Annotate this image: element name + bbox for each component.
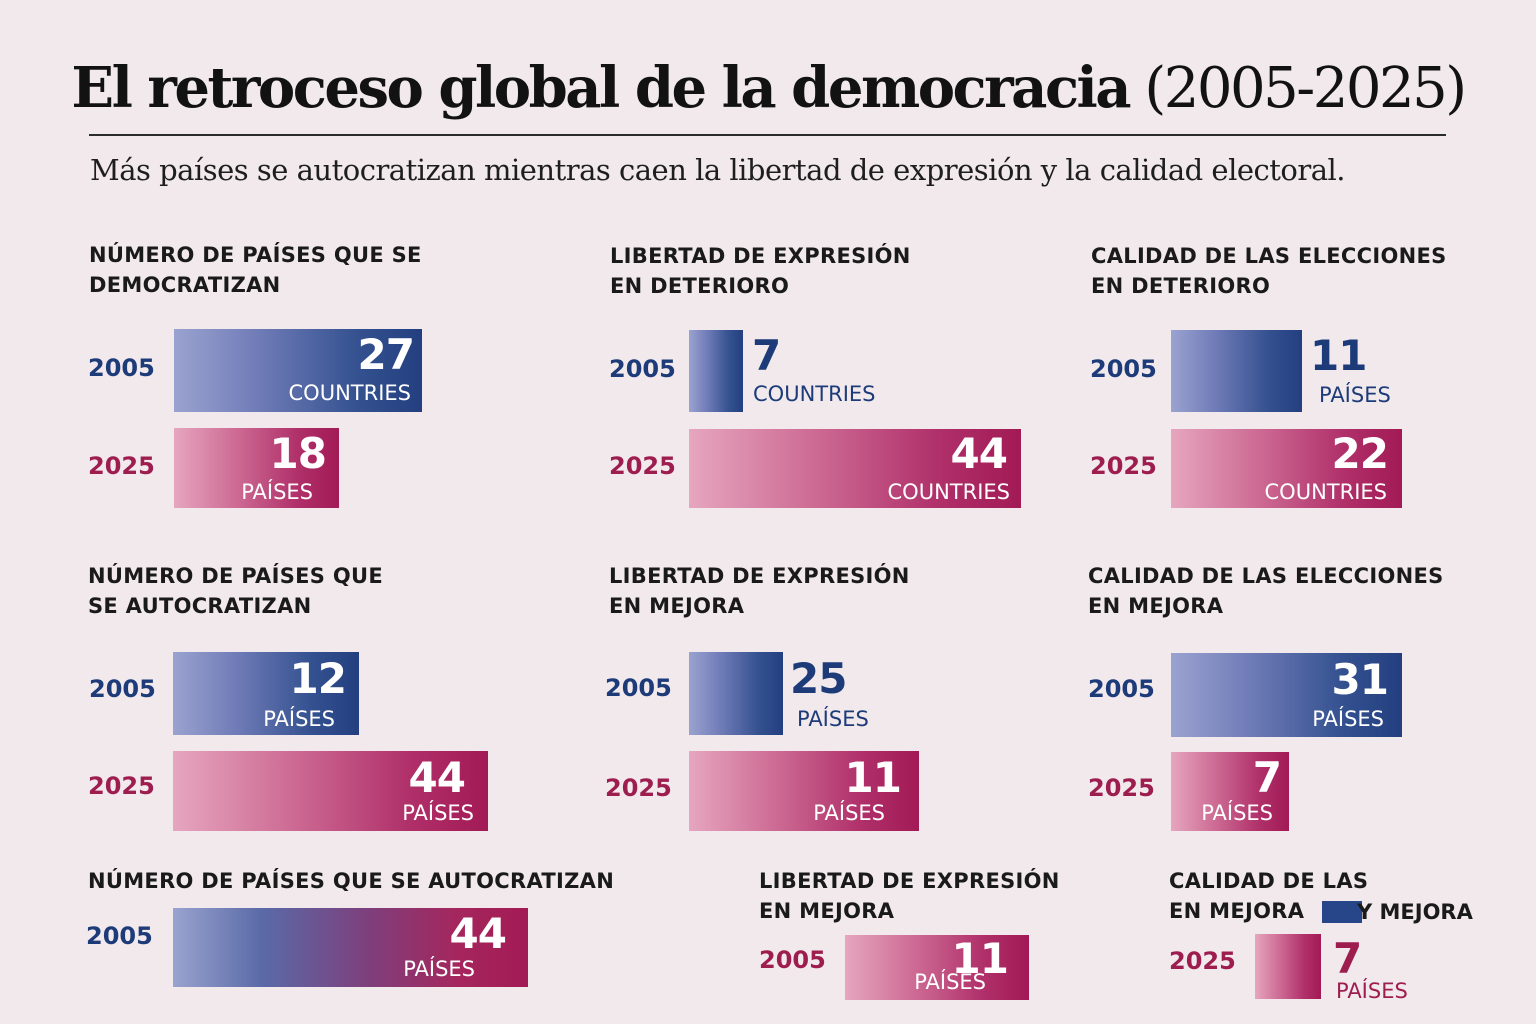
panel-4-bar-2005 <box>173 652 359 735</box>
panel-3-year-2005: 2005 <box>1090 355 1157 383</box>
panel-5-bar-2025 <box>689 751 919 831</box>
panel-9-value-2025: 7 <box>1333 934 1362 983</box>
panel-1-value-2025: 18 <box>269 429 327 478</box>
panel-1-bar-2025 <box>174 428 339 508</box>
panel-2-year-2005: 2005 <box>609 355 676 383</box>
panel-9-title: CALIDAD DE LAS EN MEJORA <box>1169 869 1369 923</box>
panel-8-unit-2005: PAÍSES <box>914 970 986 994</box>
panel-7-unit-2005: PAÍSES <box>403 957 475 981</box>
panel-7-bar-2005 <box>173 908 528 987</box>
panel-3-value-2005: 11 <box>1310 331 1367 380</box>
panel-7-title: NÚMERO DE PAÍSES QUE SE AUTOCRATIZAN <box>88 869 615 893</box>
panel-5-value-2025: 11 <box>844 753 902 802</box>
panel-4-year-2025: 2025 <box>88 772 155 800</box>
title-divider <box>89 134 1446 136</box>
title-main: El retroceso global de la democracia <box>71 55 1131 121</box>
panel-6-value-2005: 31 <box>1331 655 1389 704</box>
panel-1-title: NÚMERO DE PAÍSES QUE SE DEMOCRATIZAN <box>89 243 422 297</box>
panel-2-unit-2025: COUNTRIES <box>887 480 1010 504</box>
panel-1-unit-2025: PAÍSES <box>241 480 313 504</box>
subtitle: Más países se autocratizan mientras caen… <box>90 153 1346 187</box>
panel-1-value-2005: 27 <box>357 330 415 379</box>
panel-6-year-2025: 2025 <box>1088 774 1155 802</box>
panel-9-year-2025: 2025 <box>1169 947 1236 975</box>
panel-4-unit-2005: PAÍSES <box>263 707 335 731</box>
panel-5-unit-2025: PAÍSES <box>813 801 885 825</box>
panel-5-value-2005: 25 <box>790 654 847 703</box>
panel-3-bar-2025 <box>1171 429 1402 508</box>
panel-6-bar-2025 <box>1171 752 1289 831</box>
panel-2-value-2005: 7 <box>752 331 781 380</box>
panel-7-value-2005: 44 <box>449 909 507 958</box>
panel-2-bar-2005 <box>689 330 743 412</box>
panel-6-year-2005: 2005 <box>1088 675 1155 703</box>
panel-1-bar-2005 <box>174 329 422 412</box>
panel-4-value-2005: 12 <box>289 654 347 703</box>
panel-2-title: LIBERTAD DE EXPRESIÓN EN DETERIORO <box>610 244 911 298</box>
panel-4-bar-2025 <box>173 751 488 831</box>
panel-5-title: LIBERTAD DE EXPRESIÓN EN MEJORA <box>609 564 910 618</box>
panel-2-unit-2005: COUNTRIES <box>753 382 876 406</box>
panel-4-year-2005: 2005 <box>89 675 156 703</box>
panel-3-unit-2025: COUNTRIES <box>1264 480 1387 504</box>
panel-9-legend-swatch <box>1322 901 1362 923</box>
panel-2-value-2025: 44 <box>950 429 1008 478</box>
title-years: (2005-2025) <box>1144 56 1467 121</box>
panel-4-value-2025: 44 <box>408 753 466 802</box>
panel-5-year-2025: 2025 <box>605 774 672 802</box>
panel-8-bar-2005 <box>845 935 1029 1000</box>
panel-5-year-2005: 2005 <box>605 674 672 702</box>
panel-4-unit-2025: PAÍSES <box>402 801 474 825</box>
panel-6-bar-2005 <box>1171 653 1402 737</box>
panel-4-title: NÚMERO DE PAÍSES QUE SE AUTOCRATIZAN <box>88 564 383 618</box>
panel-8-title: LIBERTAD DE EXPRESIÓN EN MEJORA <box>759 869 1060 923</box>
panel-2-year-2025: 2025 <box>609 452 676 480</box>
panel-3-unit-2005: PAÍSES <box>1319 383 1391 407</box>
panel-9-unit-2025: PAÍSES <box>1336 979 1408 1003</box>
panel-9-extra-label: Y MEJORA <box>1357 900 1473 924</box>
panel-5-unit-2005: PAÍSES <box>797 707 869 731</box>
panel-8-value-2005: 11 <box>951 934 1009 983</box>
panel-3-year-2025: 2025 <box>1090 452 1157 480</box>
panel-1-unit-2005: COUNTRIES <box>288 381 411 405</box>
panel-8-year-2005: 2005 <box>759 946 826 974</box>
panel-1-year-2025: 2025 <box>88 452 155 480</box>
panel-3-value-2025: 22 <box>1331 429 1389 478</box>
panel-2-bar-2025 <box>689 429 1021 508</box>
panel-7-year-2005: 2005 <box>86 922 153 950</box>
panel-6-value-2025: 7 <box>1252 753 1282 802</box>
page-title: El retroceso global de la democracia (20… <box>0 50 1536 127</box>
panel-5-bar-2005 <box>689 652 783 735</box>
panel-6-unit-2005: PAÍSES <box>1312 707 1384 731</box>
panel-6-unit-2025: PAÍSES <box>1201 801 1273 825</box>
panel-1-year-2005: 2005 <box>88 354 155 382</box>
panel-6-title: CALIDAD DE LAS ELECCIONES EN MEJORA <box>1088 564 1444 618</box>
panel-3-bar-2005 <box>1171 330 1302 412</box>
panel-9-bar-2025 <box>1255 934 1321 999</box>
panel-3-title: CALIDAD DE LAS ELECCIONES EN DETERIORO <box>1091 244 1447 298</box>
